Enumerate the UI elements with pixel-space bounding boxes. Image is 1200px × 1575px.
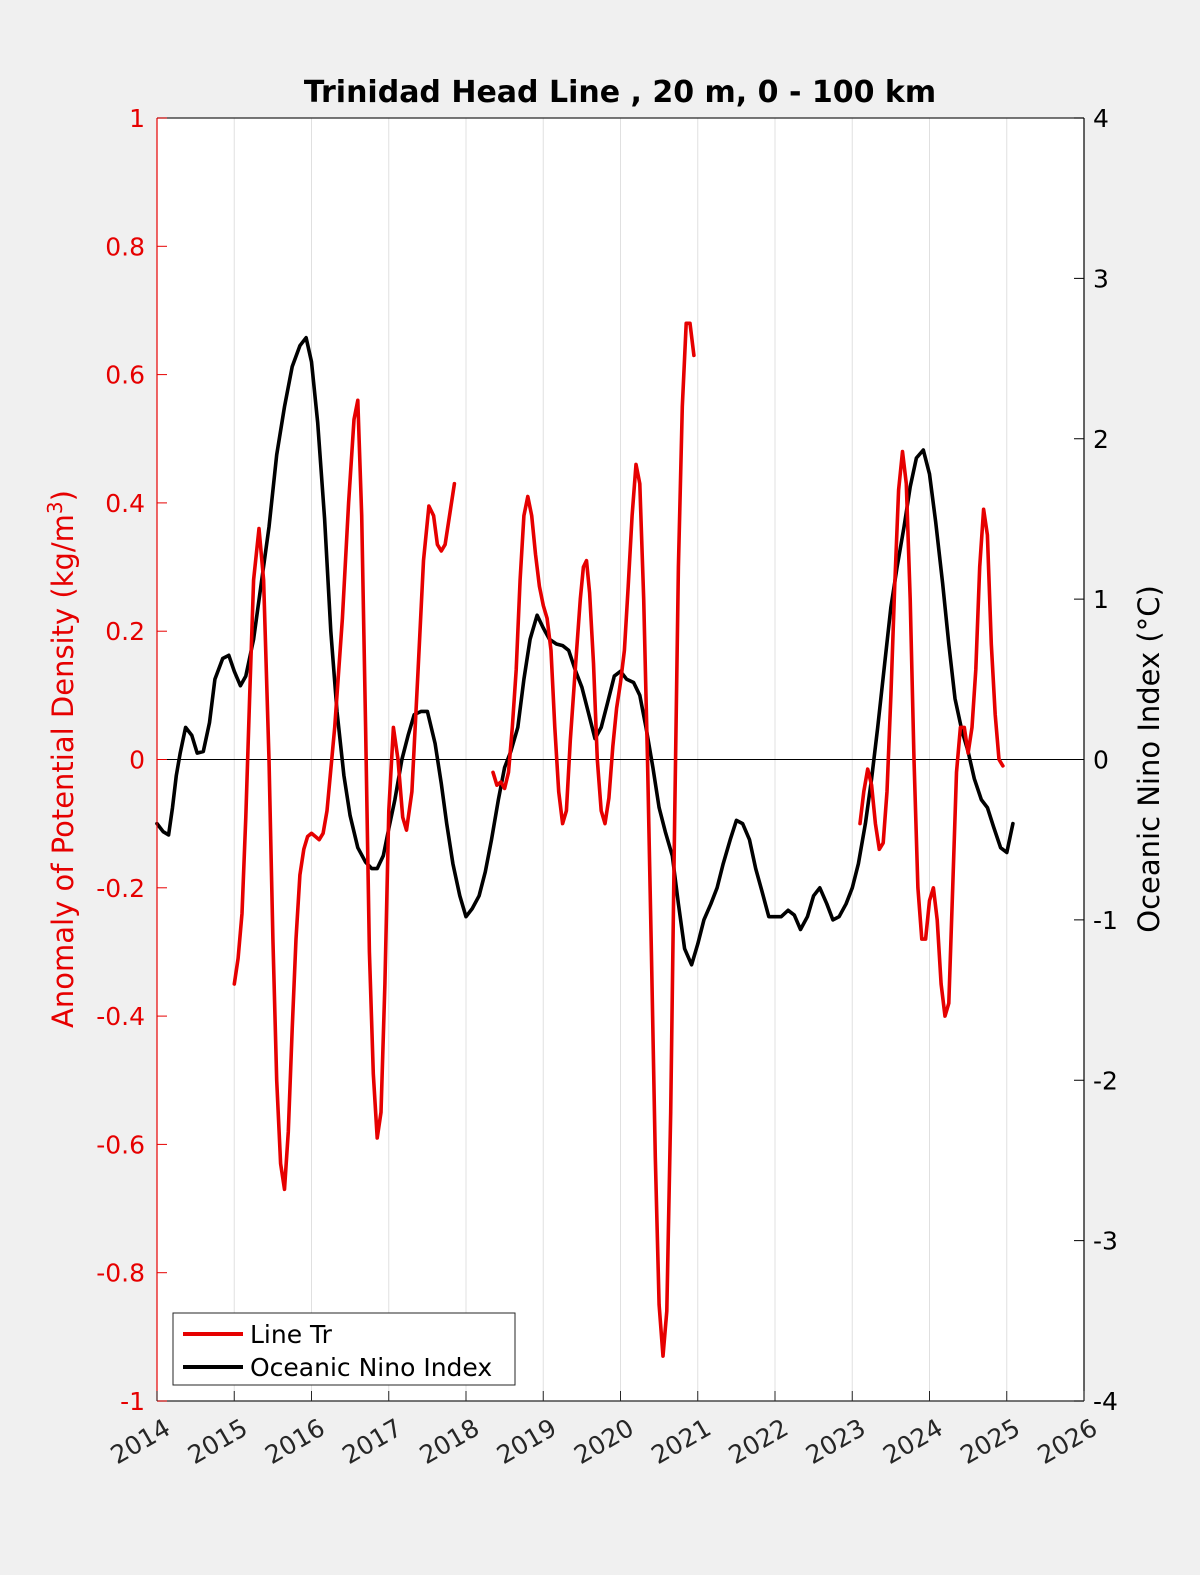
series-line-line-tr <box>858 449 1005 1018</box>
series-line-line-tr <box>491 321 696 1358</box>
right-axis-ticks: -4 -3 -2 -1 0 1 2 3 4 <box>1074 104 1118 1416</box>
left-axis-label-end: ) <box>46 490 80 501</box>
right-tick-label: 2 <box>1093 425 1109 454</box>
right-tick-label: 0 <box>1093 746 1109 775</box>
left-tick-label: -1 <box>120 1387 145 1416</box>
chart-title: Trinidad Head Line , 20 m, 0 - 100 km <box>304 75 936 110</box>
left-tick-label: -0.6 <box>96 1130 145 1159</box>
left-tick-label: 0.8 <box>105 232 145 261</box>
legend-oni-label: Oceanic Nino Index <box>250 1353 492 1382</box>
legend-line-tr-label: Line Tr <box>250 1320 333 1349</box>
left-tick-label: -0.4 <box>96 1002 145 1031</box>
right-tick-label: 4 <box>1093 104 1109 133</box>
right-tick-label: 1 <box>1093 585 1109 614</box>
right-axis-label: Oceanic Nino Index (°C) <box>1132 585 1166 933</box>
right-tick-label: 3 <box>1093 264 1109 293</box>
left-axis-label: Anomaly of Potential Density (kg/m3) <box>43 490 80 1028</box>
left-tick-label: 1 <box>129 104 145 133</box>
left-tick-label: 0.2 <box>105 617 145 646</box>
left-tick-label: -0.8 <box>96 1259 145 1288</box>
right-tick-label: -2 <box>1093 1066 1118 1095</box>
left-tick-label: -0.2 <box>96 874 145 903</box>
left-axis-label-superscript: 3 <box>43 501 67 514</box>
left-tick-label: 0.4 <box>105 489 145 518</box>
right-tick-label: -4 <box>1093 1387 1118 1416</box>
series-line-oceanic-nino-index <box>155 335 1015 967</box>
right-tick-label: -3 <box>1093 1227 1118 1256</box>
legend: Line Tr Oceanic Nino Index <box>172 1312 516 1386</box>
left-tick-label: 0 <box>129 746 145 775</box>
left-tick-label: 0.6 <box>105 361 145 390</box>
legend-box <box>172 1312 516 1386</box>
left-axis-label-base: Anomaly of Potential Density (kg/m <box>46 514 80 1028</box>
right-tick-label: -1 <box>1093 906 1118 935</box>
series-lines <box>155 321 1015 1358</box>
left-axis-ticks: -1 -0.8 -0.6 -0.4 -0.2 0 0.2 0.4 0.6 0.8 1 <box>96 104 167 1416</box>
series-line-line-tr <box>232 398 457 1192</box>
